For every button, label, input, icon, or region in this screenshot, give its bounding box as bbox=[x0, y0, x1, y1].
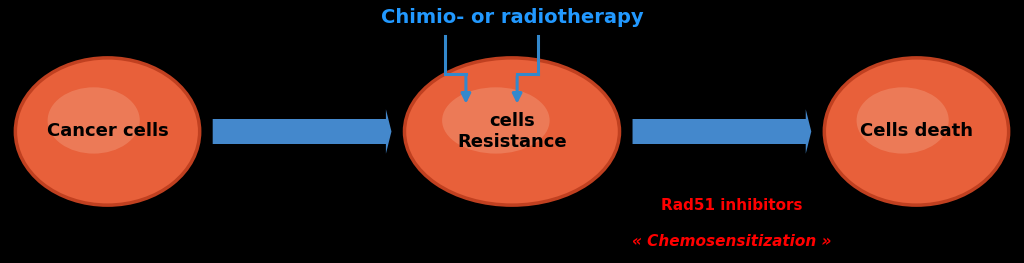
Ellipse shape bbox=[404, 58, 620, 205]
Ellipse shape bbox=[442, 87, 550, 154]
Ellipse shape bbox=[856, 87, 949, 154]
Ellipse shape bbox=[15, 58, 200, 205]
Text: cells
Resistance: cells Resistance bbox=[457, 112, 567, 151]
Text: Cells death: Cells death bbox=[860, 123, 973, 140]
Text: Chimio- or radiotherapy: Chimio- or radiotherapy bbox=[381, 8, 643, 27]
Text: Rad51 inhibitors: Rad51 inhibitors bbox=[662, 198, 803, 213]
Text: « Chemosensitization »: « Chemosensitization » bbox=[633, 234, 831, 250]
Ellipse shape bbox=[47, 87, 139, 154]
Text: Cancer cells: Cancer cells bbox=[47, 123, 168, 140]
Ellipse shape bbox=[824, 58, 1009, 205]
